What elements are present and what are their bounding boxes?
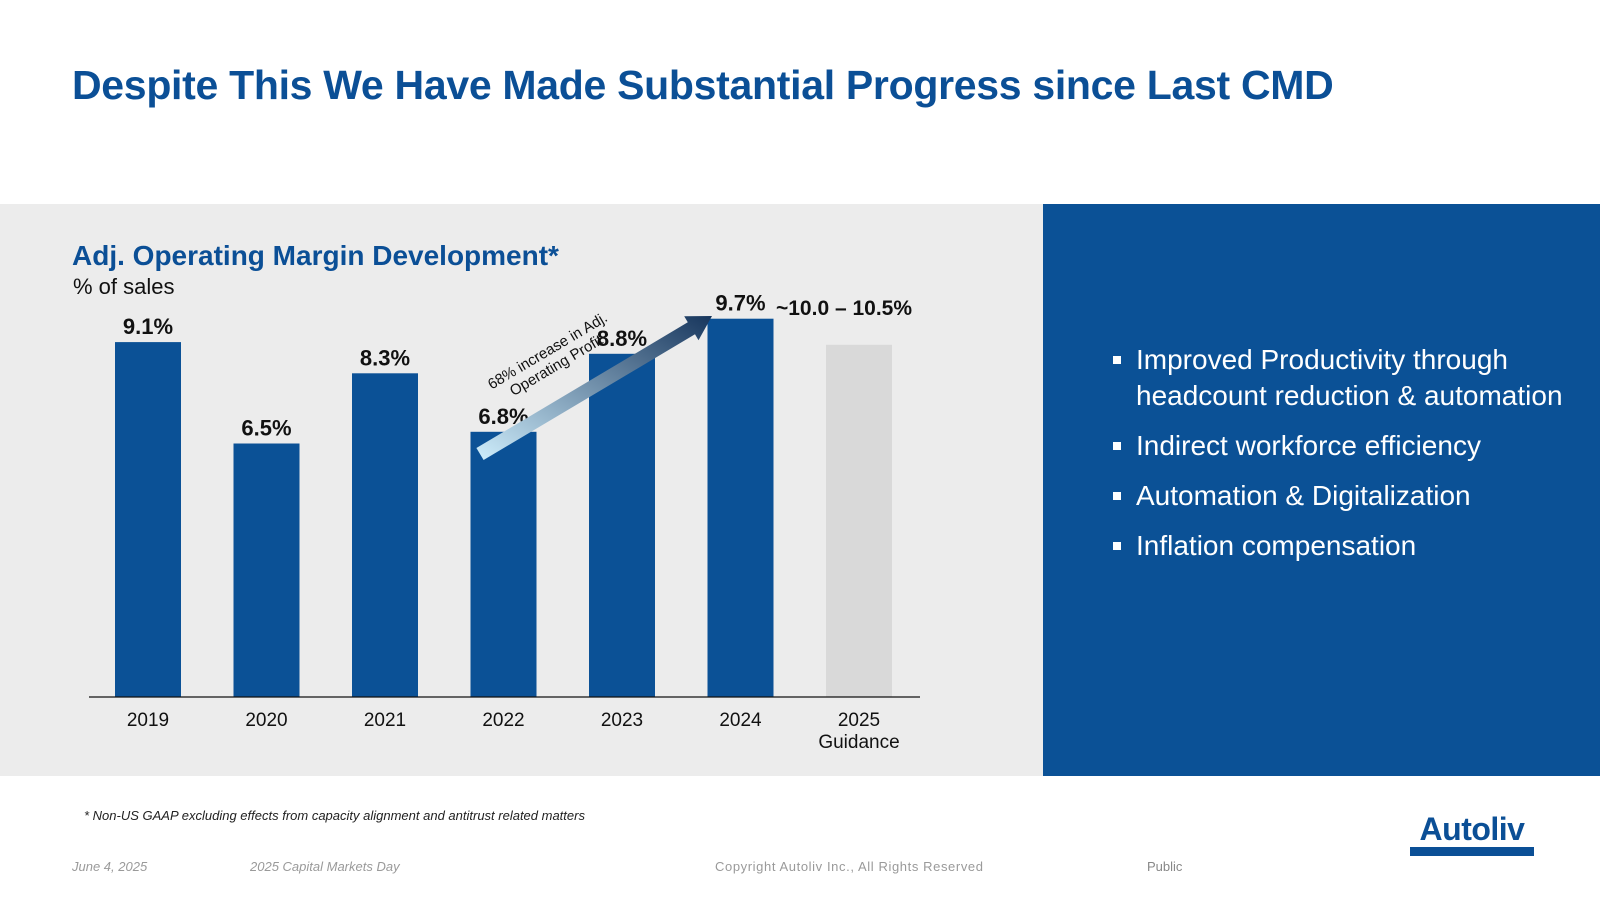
bar-value-label: 8.8% bbox=[597, 326, 647, 351]
highlight-item: Indirect workforce efficiency bbox=[1111, 428, 1571, 464]
bar-value-label: 9.1% bbox=[123, 314, 173, 339]
bar-guidance bbox=[826, 344, 892, 697]
chart-title: Adj. Operating Margin Development* bbox=[72, 240, 559, 271]
x-tick-label: 2021 bbox=[364, 710, 406, 731]
bar-2019 bbox=[115, 342, 181, 697]
chart-subtitle: % of sales bbox=[73, 274, 175, 299]
bar-2020 bbox=[233, 443, 300, 697]
bar-value-label: 9.7% bbox=[715, 291, 765, 316]
square-bullet-icon bbox=[1113, 356, 1121, 364]
square-bullet-icon bbox=[1113, 542, 1121, 550]
bar-value-label: 6.5% bbox=[241, 416, 291, 441]
footnote: * Non-US GAAP excluding effects from cap… bbox=[84, 808, 585, 823]
trend-arrow-shape bbox=[476, 316, 712, 460]
highlight-item: Automation & Digitalization bbox=[1111, 478, 1571, 514]
highlight-text: Indirect workforce efficiency bbox=[1136, 430, 1481, 461]
chart-panel: 9.1% 2019 6.5% 2020 8.3% 2021 6.8% 2022 8.8% 2023… bbox=[0, 204, 1043, 776]
square-bullet-icon bbox=[1113, 442, 1121, 450]
x-tick-label: 2024 bbox=[719, 710, 762, 731]
x-tick-label: 2019 bbox=[127, 710, 169, 731]
bar-2023 bbox=[589, 353, 655, 697]
x-tick-label: Guidance bbox=[818, 732, 899, 753]
highlight-text: Improved Productivity through headcount … bbox=[1136, 344, 1563, 411]
x-tick-label: 2023 bbox=[601, 710, 643, 731]
margin-bar-chart: 9.1%20196.5%20208.3%20216.8%20228.8%2023… bbox=[89, 291, 920, 753]
highlight-text: Automation & Digitalization bbox=[1136, 480, 1471, 511]
footer-copyright: Copyright Autoliv Inc., All Rights Reser… bbox=[715, 859, 984, 874]
bar-2024 bbox=[707, 318, 774, 697]
footer-event: 2025 Capital Markets Day bbox=[250, 859, 400, 874]
bar-2021 bbox=[352, 373, 418, 697]
logo-underline bbox=[1410, 847, 1534, 856]
square-bullet-icon bbox=[1113, 492, 1121, 500]
highlights-list: Improved Productivity through headcount … bbox=[1111, 342, 1571, 578]
highlight-item: Inflation compensation bbox=[1111, 528, 1571, 564]
highlight-item: Improved Productivity through headcount … bbox=[1111, 342, 1571, 414]
x-tick-label: 2022 bbox=[482, 710, 524, 731]
bar-value-label: ~10.0 – 10.5% bbox=[776, 297, 912, 320]
footer-classification: Public bbox=[1147, 859, 1183, 874]
x-tick-label: 2020 bbox=[245, 710, 287, 731]
bar-value-label: 8.3% bbox=[360, 345, 410, 370]
highlights-panel: Improved Productivity through headcount … bbox=[1043, 204, 1600, 776]
highlight-text: Inflation compensation bbox=[1136, 530, 1417, 561]
page-title: Despite This We Have Made Substantial Pr… bbox=[72, 62, 1334, 108]
autoliv-logo: Autoliv bbox=[1410, 812, 1534, 856]
bar-2022 bbox=[470, 431, 537, 697]
x-tick-label: 2025 bbox=[838, 710, 880, 731]
logo-text: Autoliv bbox=[1419, 811, 1525, 847]
footer-date: June 4, 2025 bbox=[72, 859, 148, 874]
